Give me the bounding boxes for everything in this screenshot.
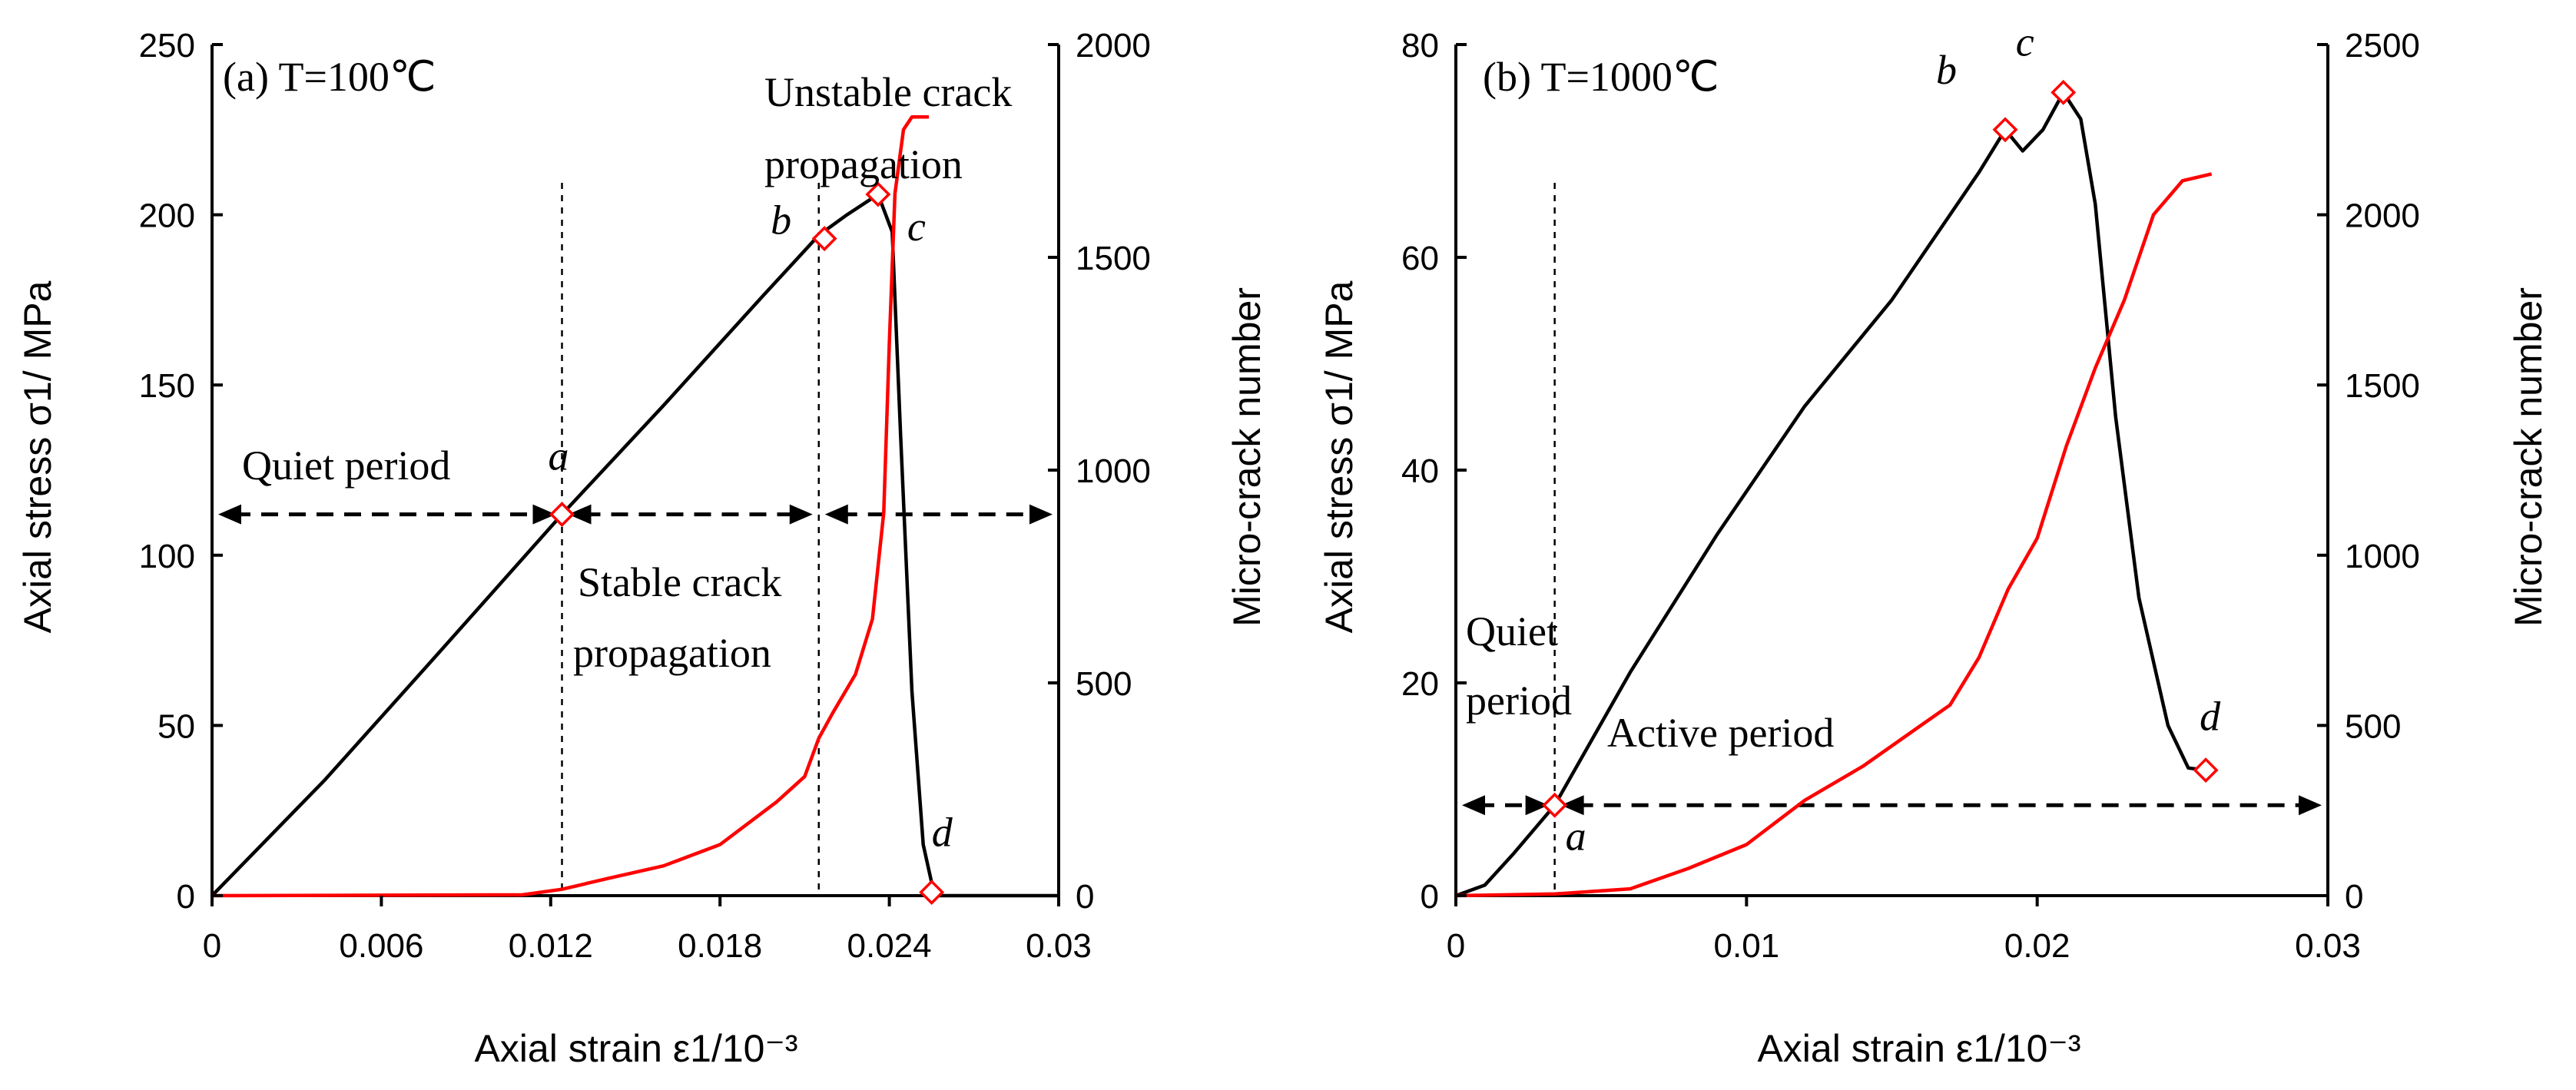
y-right-tick-label: 500 (1076, 665, 1132, 703)
panel-b-annotation-active: Active period (1607, 710, 1834, 756)
panel-b-ticks: 0 0.01 0.02 0.03 0 20 40 60 80 0 500 1000 1500 2000 25… (1401, 27, 2420, 965)
x-tick-label: 0.006 (339, 927, 423, 965)
x-tick-label: 0.01 (1714, 927, 1780, 965)
marker-label-a: a (548, 433, 569, 479)
marker-d (2193, 757, 2219, 784)
marker-c (865, 181, 891, 207)
marker-label-d: d (2200, 694, 2221, 740)
arrowhead-left (218, 504, 241, 525)
panel-b-xlabel: Axial strain ε1/10⁻³ (1757, 1027, 2080, 1070)
panel-a-annotation-unstable-2: propagation (764, 141, 963, 187)
panel-a-ylabel-left: Axial stress σ1/ MPa (16, 280, 59, 633)
x-tick-label: 0.018 (678, 927, 762, 965)
y-left-tick-label: 80 (1401, 27, 1439, 65)
panel-a-guides (218, 183, 1053, 896)
marker-d (919, 880, 945, 906)
marker-c (2051, 79, 2077, 105)
y-left-tick-label: 50 (157, 707, 195, 745)
panel-b-title: (b) T=1000℃ (1483, 54, 1719, 100)
marker-label-d: d (932, 810, 953, 856)
panel-a-ticks: 0 0.006 0.012 0.018 0.024 0.03 0 50 100 150 200 250… (139, 27, 1151, 965)
y-right-tick-label: 0 (1076, 878, 1094, 916)
y-left-tick-label: 250 (139, 27, 195, 65)
x-tick-label: 0 (203, 927, 221, 965)
y-left-tick-label: 150 (139, 367, 195, 405)
marker-a (549, 502, 575, 528)
arrowhead-left (568, 504, 592, 525)
panel-b-annotation-quiet-2: period (1466, 678, 1572, 724)
y-left-tick-label: 40 (1401, 452, 1439, 490)
y-right-tick-label: 1000 (1076, 452, 1151, 490)
y-right-tick-label: 2000 (1076, 27, 1151, 65)
y-right-tick-label: 2000 (2345, 197, 2420, 235)
panel-a-series (211, 114, 1059, 898)
panel-a-annotation-unstable-1: Unstable crack (764, 69, 1012, 115)
panel-b-series (1455, 91, 2213, 898)
x-tick-label: 0.02 (2004, 927, 2070, 965)
series-micro-crack (211, 114, 929, 898)
panel-b-guides (1462, 183, 2322, 896)
arrowhead-left (824, 504, 848, 525)
panel-a-xlabel: Axial strain ε1/10⁻³ (474, 1027, 797, 1070)
arrowhead-right (2299, 795, 2322, 816)
panel-a-ylabel-right: Micro-crack number (1225, 287, 1268, 627)
arrowhead-right (1525, 795, 1549, 816)
series-micro-crack (1455, 172, 2213, 898)
arrowhead-right (1029, 504, 1053, 525)
y-left-tick-label: 0 (1421, 878, 1439, 916)
y-left-tick-label: 20 (1401, 665, 1439, 703)
x-tick-label: 0.03 (2295, 927, 2361, 965)
panel-b: a b c d 0 0.01 0.02 0.03 0 20 40 60 80 0 500 1000 1500 2… (1318, 18, 2550, 1070)
marker-a (1542, 792, 1568, 818)
x-tick-label: 0 (1447, 927, 1465, 965)
y-right-tick-label: 1000 (2345, 538, 2420, 575)
y-left-tick-label: 100 (139, 538, 195, 575)
panel-a-markers: a b c d (548, 181, 953, 906)
y-right-tick-label: 0 (2345, 878, 2363, 916)
marker-label-b: b (771, 197, 791, 244)
marker-label-c: c (2016, 18, 2034, 65)
panel-a-annotation-quiet: Quiet period (242, 442, 450, 489)
marker-label-a: a (1566, 813, 1586, 859)
arrowhead-right (532, 504, 556, 525)
panel-b-ylabel-right: Micro-crack number (2507, 287, 2550, 627)
marker-b (1992, 117, 2018, 143)
series-axial-stress (1455, 91, 2206, 898)
arrowhead-left (1462, 795, 1485, 816)
panel-a: a b c d 0 0.006 0.012 0.018 0.024 0.03 0 50 100 150 2… (16, 27, 1268, 1070)
series-axial-stress (211, 192, 1059, 898)
marker-label-b: b (1936, 47, 1957, 93)
marker-label-c: c (907, 204, 926, 250)
y-left-tick-label: 200 (139, 197, 195, 235)
y-right-tick-label: 2500 (2345, 27, 2420, 65)
marker-b (811, 226, 837, 252)
x-tick-label: 0.024 (847, 927, 932, 965)
panel-a-annotation-stable-1: Stable crack (578, 559, 781, 605)
panel-a-annotation-stable-2: propagation (573, 630, 771, 676)
panel-b-ylabel-left: Axial stress σ1/ MPa (1318, 280, 1361, 633)
y-right-tick-label: 1500 (1076, 240, 1151, 277)
y-left-tick-label: 60 (1401, 240, 1439, 277)
arrowhead-left (1560, 795, 1584, 816)
y-right-tick-label: 1500 (2345, 367, 2420, 405)
arrowhead-right (789, 504, 813, 525)
panel-b-markers: a b c d (1542, 18, 2221, 859)
y-right-tick-label: 500 (2345, 707, 2401, 745)
x-tick-label: 0.03 (1026, 927, 1092, 965)
panel-a-title: (a) T=100℃ (223, 54, 436, 100)
panel-b-annotation-quiet-1: Quiet (1466, 608, 1558, 654)
x-tick-label: 0.012 (509, 927, 593, 965)
y-left-tick-label: 0 (177, 878, 195, 916)
